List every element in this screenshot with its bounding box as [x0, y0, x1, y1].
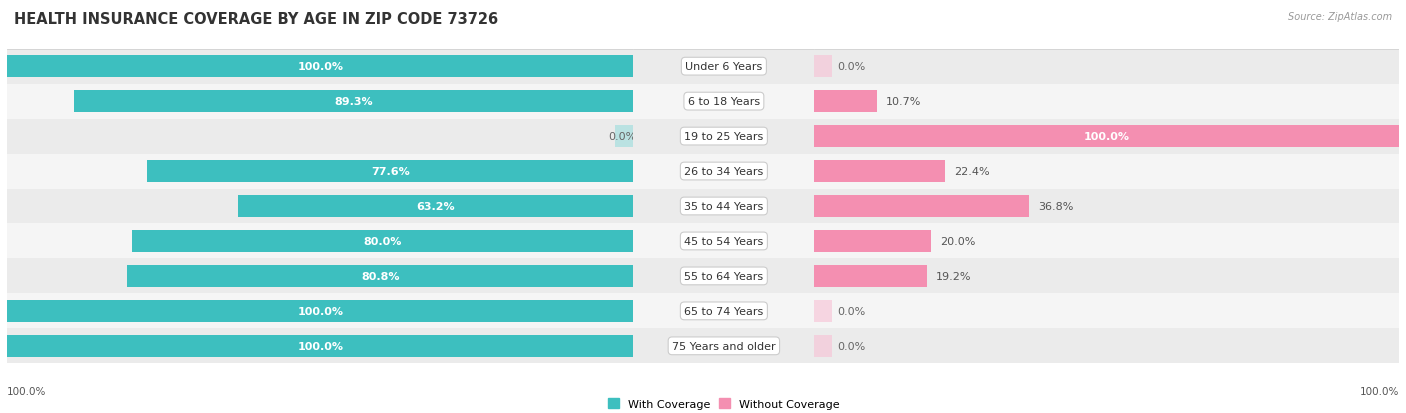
Bar [238, 196, 633, 217]
Bar [814, 196, 1029, 217]
Bar [75, 91, 633, 113]
Bar [7, 224, 633, 259]
Bar [633, 50, 814, 84]
Bar [633, 294, 814, 329]
Bar [814, 335, 832, 357]
Bar [814, 300, 832, 322]
Bar [148, 161, 633, 183]
Bar [633, 224, 814, 259]
Bar [814, 230, 931, 252]
Text: 100.0%: 100.0% [297, 306, 343, 316]
Text: Source: ZipAtlas.com: Source: ZipAtlas.com [1288, 12, 1392, 22]
Text: 0.0%: 0.0% [609, 132, 637, 142]
Text: 0.0%: 0.0% [838, 341, 866, 351]
Bar [633, 329, 814, 363]
Text: 19 to 25 Years: 19 to 25 Years [685, 132, 763, 142]
Text: 89.3%: 89.3% [335, 97, 373, 107]
Bar [814, 294, 1399, 329]
Bar [7, 154, 633, 189]
Bar [633, 84, 814, 119]
Bar [814, 126, 1399, 147]
Text: 100.0%: 100.0% [297, 62, 343, 72]
Bar [132, 230, 633, 252]
Bar [633, 119, 814, 154]
Bar [814, 84, 1399, 119]
Bar [7, 50, 633, 84]
Bar [7, 189, 633, 224]
Text: 19.2%: 19.2% [935, 271, 972, 281]
Bar [7, 300, 633, 322]
Text: 0.0%: 0.0% [838, 62, 866, 72]
Legend: With Coverage, Without Coverage: With Coverage, Without Coverage [603, 394, 844, 413]
Text: 65 to 74 Years: 65 to 74 Years [685, 306, 763, 316]
Text: 10.7%: 10.7% [886, 97, 921, 107]
Bar [7, 329, 633, 363]
Text: 100.0%: 100.0% [7, 387, 46, 396]
Text: 6 to 18 Years: 6 to 18 Years [688, 97, 759, 107]
Bar [7, 119, 633, 154]
Text: HEALTH INSURANCE COVERAGE BY AGE IN ZIP CODE 73726: HEALTH INSURANCE COVERAGE BY AGE IN ZIP … [14, 12, 498, 27]
Bar [814, 50, 1399, 84]
Text: 20.0%: 20.0% [941, 236, 976, 247]
Bar [7, 335, 633, 357]
Bar [614, 126, 633, 147]
Text: 35 to 44 Years: 35 to 44 Years [685, 202, 763, 211]
Text: 100.0%: 100.0% [1084, 132, 1129, 142]
Text: 36.8%: 36.8% [1038, 202, 1074, 211]
Bar [814, 189, 1399, 224]
Bar [814, 154, 1399, 189]
Bar [633, 189, 814, 224]
Bar [814, 266, 927, 287]
Text: 77.6%: 77.6% [371, 166, 409, 177]
Bar [814, 259, 1399, 294]
Bar [7, 56, 633, 78]
Text: 55 to 64 Years: 55 to 64 Years [685, 271, 763, 281]
Bar [7, 259, 633, 294]
Bar [7, 294, 633, 329]
Text: 0.0%: 0.0% [838, 306, 866, 316]
Text: 63.2%: 63.2% [416, 202, 454, 211]
Text: 45 to 54 Years: 45 to 54 Years [685, 236, 763, 247]
Bar [814, 91, 877, 113]
Text: 80.8%: 80.8% [361, 271, 399, 281]
Bar [814, 56, 832, 78]
Text: 22.4%: 22.4% [955, 166, 990, 177]
Bar [633, 259, 814, 294]
Text: 75 Years and older: 75 Years and older [672, 341, 776, 351]
Bar [7, 84, 633, 119]
Bar [633, 154, 814, 189]
Text: 26 to 34 Years: 26 to 34 Years [685, 166, 763, 177]
Text: Under 6 Years: Under 6 Years [685, 62, 762, 72]
Bar [814, 329, 1399, 363]
Bar [814, 224, 1399, 259]
Bar [128, 266, 633, 287]
Text: 100.0%: 100.0% [1360, 387, 1399, 396]
Bar [814, 119, 1399, 154]
Text: 80.0%: 80.0% [364, 236, 402, 247]
Bar [814, 161, 945, 183]
Text: 100.0%: 100.0% [297, 341, 343, 351]
